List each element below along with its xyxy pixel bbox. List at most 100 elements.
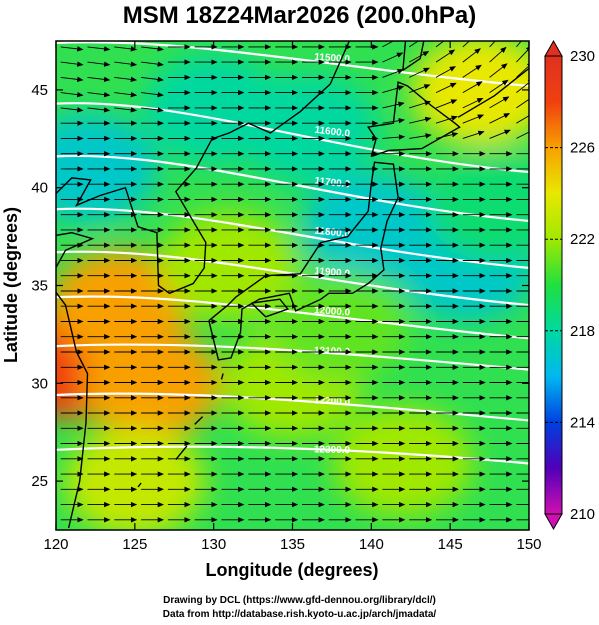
wind-vector bbox=[408, 51, 430, 63]
wind-vector bbox=[435, 66, 456, 78]
y-tick-label: 40 bbox=[31, 180, 48, 197]
coastline bbox=[56, 41, 350, 529]
credits: Drawing by DCL (https://www.gfd-dennou.o… bbox=[0, 594, 599, 622]
wind-vector bbox=[435, 41, 445, 48]
wind-vector bbox=[435, 131, 459, 139]
wind-vector bbox=[382, 134, 406, 140]
wind-vector bbox=[141, 91, 164, 98]
temperature-sample bbox=[238, 74, 379, 185]
contour-label: 12200.0 bbox=[314, 395, 351, 408]
temperature-sample bbox=[411, 41, 529, 145]
wind-vector bbox=[141, 107, 164, 113]
wind-vector bbox=[409, 67, 430, 78]
wind-vector bbox=[382, 101, 405, 109]
contour-line bbox=[56, 41, 529, 88]
wind-vector bbox=[409, 84, 431, 94]
wind-vector bbox=[382, 85, 405, 94]
temperature-sample bbox=[332, 406, 473, 517]
contour-line bbox=[56, 154, 529, 223]
wind-vector bbox=[382, 69, 404, 78]
contour-line bbox=[56, 445, 529, 465]
wind-vector bbox=[516, 78, 529, 93]
wind-vector bbox=[141, 61, 164, 67]
coastline bbox=[175, 445, 188, 461]
contour-label: 12300.0 bbox=[314, 444, 351, 456]
colorbar: 210 214 218 222 226 230 bbox=[544, 39, 595, 531]
wind-vector bbox=[462, 130, 485, 139]
y-tick-label: 30 bbox=[31, 375, 48, 392]
coastline bbox=[402, 41, 425, 71]
wind-vector bbox=[60, 61, 84, 67]
wind-vector bbox=[489, 96, 510, 109]
y-tick-label: 25 bbox=[31, 473, 48, 490]
x-tick-label: 140 bbox=[359, 536, 384, 553]
contour-line bbox=[56, 343, 529, 371]
coastline bbox=[208, 161, 399, 361]
temperature-sample bbox=[427, 152, 529, 263]
wind-vector bbox=[141, 76, 164, 83]
wind-vector bbox=[409, 116, 432, 124]
wind-vector bbox=[60, 107, 84, 113]
wind-vector bbox=[462, 48, 481, 63]
wind-vector bbox=[409, 133, 432, 139]
wind-vector bbox=[141, 46, 164, 52]
wind-vector bbox=[462, 64, 482, 78]
wind-vector bbox=[87, 91, 111, 98]
colorbar-tick-label: 230 bbox=[570, 48, 595, 65]
wind-vectors bbox=[60, 41, 529, 523]
x-tick-label: 135 bbox=[280, 536, 305, 553]
height-contours: 11500.011600.011700.011800.011900.012000… bbox=[56, 41, 529, 465]
wind-vector bbox=[60, 46, 84, 52]
wind-vector bbox=[87, 61, 111, 67]
x-tick-label: 145 bbox=[438, 536, 463, 553]
wind-vector bbox=[87, 76, 111, 83]
y-axis-label: Latitude (degrees) bbox=[1, 207, 21, 363]
wind-vector bbox=[87, 46, 111, 52]
wind-vector bbox=[489, 41, 496, 48]
wind-vector bbox=[382, 118, 405, 124]
y-tick-label: 35 bbox=[31, 278, 48, 295]
y-tick-label: 45 bbox=[31, 82, 48, 99]
x-tick-label: 125 bbox=[122, 536, 147, 553]
wind-vector bbox=[114, 76, 138, 83]
wind-vector bbox=[462, 81, 483, 93]
wind-vector bbox=[462, 114, 485, 124]
wind-vector bbox=[114, 107, 138, 113]
colorbar-tick-label: 226 bbox=[570, 140, 595, 157]
wind-vector bbox=[114, 61, 138, 67]
coastline bbox=[137, 482, 142, 488]
wind-vector bbox=[382, 52, 404, 63]
temperature-sample bbox=[56, 113, 158, 224]
colorbar-tick-label: 218 bbox=[570, 323, 595, 340]
map-title: MSM 18Z24Mar2026 (200.0hPa) bbox=[122, 2, 477, 29]
wind-vector bbox=[409, 100, 432, 109]
temperature-sample bbox=[64, 426, 205, 530]
colorbar-bottom-triangle bbox=[544, 513, 563, 531]
wind-vector bbox=[462, 41, 471, 48]
wind-vector bbox=[60, 76, 84, 83]
coastline bbox=[457, 67, 529, 118]
wind-vector bbox=[435, 82, 457, 94]
wind-vector bbox=[516, 41, 522, 48]
x-tick-label: 120 bbox=[43, 536, 68, 553]
wind-vector bbox=[489, 113, 511, 124]
x-axis-label: Longitude (degrees) bbox=[205, 560, 378, 580]
contour-line bbox=[56, 102, 529, 174]
x-axis-ticks: 120 125 130 135 140 145 150 bbox=[43, 41, 542, 553]
wind-vector bbox=[435, 99, 458, 109]
coastlines bbox=[56, 41, 529, 529]
wind-vector bbox=[516, 61, 529, 78]
colorbar-tick-label: 214 bbox=[570, 414, 595, 431]
wind-vector bbox=[489, 63, 508, 78]
credits-line-1: Drawing by DCL (https://www.gfd-dennou.o… bbox=[163, 595, 436, 606]
coastline bbox=[251, 298, 289, 318]
wind-vector bbox=[114, 91, 138, 98]
x-tick-label: 150 bbox=[516, 536, 541, 553]
wind-vector bbox=[114, 46, 138, 52]
temperature-sample bbox=[159, 210, 300, 321]
credits-line-2: Data from http://database.rish.kyoto-u.a… bbox=[162, 609, 437, 620]
wind-vector bbox=[435, 49, 456, 63]
wind-vector bbox=[60, 91, 84, 98]
wind-vector bbox=[489, 129, 511, 139]
colorbar-tick-label: 222 bbox=[570, 231, 595, 248]
